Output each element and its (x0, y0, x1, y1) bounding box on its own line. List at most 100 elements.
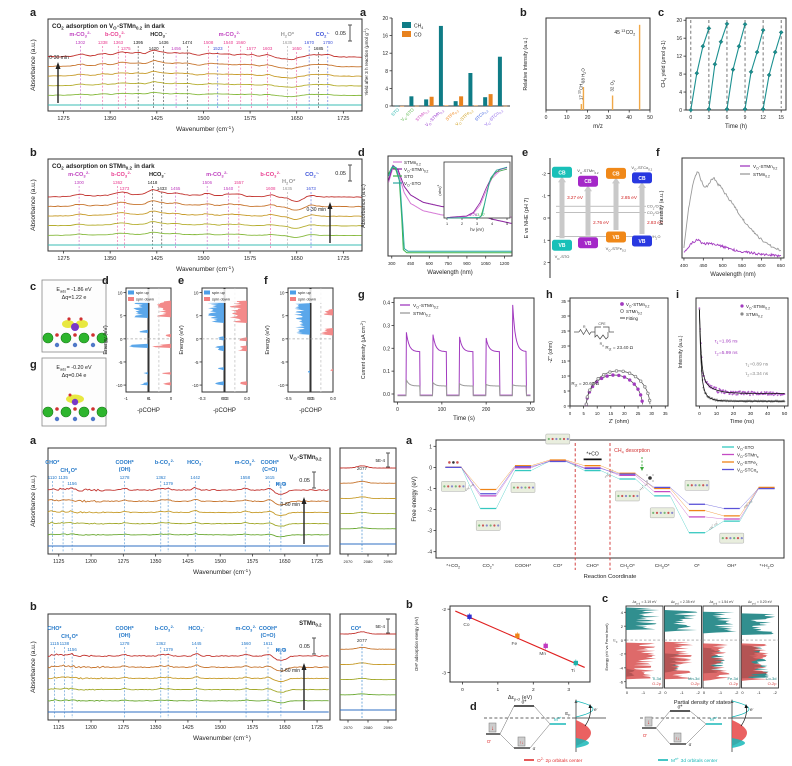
legend-label: VO -STMn0.2 (753, 164, 778, 171)
pcohp-frame (287, 287, 311, 393)
spectrum-curve-2 (47, 687, 329, 693)
inset-atom (555, 437, 558, 441)
y-tick-label: 4 (621, 610, 624, 615)
structure-inset (649, 507, 675, 519)
y-axis-label: Energy (eV) (103, 325, 109, 355)
data-point (772, 49, 778, 55)
x-tick-label: 1575 (247, 725, 259, 731)
data-point (712, 61, 718, 67)
panel-ftir-co2-dark-vo-stmn: a 1275 1350 1425 1500 1575 1650 1725 Wavenumber … (28, 4, 368, 142)
legend-label: STMn0.2 (413, 311, 431, 318)
structure-inset (719, 532, 745, 544)
legend-swatch (290, 297, 296, 301)
panel-pcohp-d: d 10 5 0 -5 -10 Energy (eV) spin up spin down -1 0… (100, 272, 176, 428)
uvvis-curve-3 (388, 165, 512, 252)
legend-marker (620, 302, 624, 306)
y-tick-label: 0 (543, 216, 546, 222)
species-label: CH3 O* (61, 634, 79, 641)
x-axis-label: Wavelength (nm) (710, 272, 755, 278)
inset-atom (493, 524, 496, 527)
x-tick-label: 0 (569, 411, 572, 416)
inset-atom (512, 486, 516, 489)
cb-label: CB (612, 171, 620, 177)
y-axis-label: Absorbance (a.u.) (30, 641, 37, 693)
panel-label-b: b (406, 599, 413, 611)
sr-atom (78, 332, 90, 344)
x-tick-label: 1725 (337, 256, 349, 262)
panel-label-f: f (264, 275, 268, 287)
inset-atom (740, 537, 743, 540)
sr-atom (60, 332, 72, 344)
x-tick-label: 1500 (214, 559, 226, 565)
x-tick-label: 1650 (291, 116, 303, 122)
eis-point (591, 382, 596, 386)
proton-electron-note: +H+ +e- (638, 481, 650, 492)
state-label: *+H2 O (760, 563, 774, 570)
legend-label: VO -STO (737, 445, 754, 452)
mo-d-svg: d σ* O' σ Mn+ ↓ ↑↓ EF e- σ* O' σ Mn+ ↓ ↑↓ e- O2- 2p… (470, 699, 762, 764)
trpl-point (717, 391, 720, 394)
trpl-point (744, 391, 747, 394)
y-tick-label: 0 (621, 638, 624, 643)
cb-box (606, 167, 626, 179)
spectrum-curve-1 (47, 699, 329, 704)
x-tick-label: 3 (708, 115, 711, 121)
eis-point (632, 382, 636, 386)
inset-slab (649, 507, 675, 519)
legend-swatch (128, 297, 134, 301)
y-tick-label: 2 (543, 261, 546, 267)
level-connector (704, 510, 724, 517)
x-tick-label: 500 (719, 263, 727, 269)
level-connector (704, 516, 724, 520)
scalebar-label: 0.05 (299, 478, 310, 484)
y-tick-label: 20 (561, 344, 566, 349)
ti-atom (90, 416, 96, 422)
side-curve-1 (339, 527, 397, 530)
level-connector (461, 467, 481, 509)
legend-label: VO -STFex (737, 460, 758, 467)
x-tick-label: 6 (726, 115, 729, 121)
material-name: VO -STFe0.2 (606, 246, 627, 253)
inset-atom (652, 511, 655, 514)
pcohp-f-svg: f 10 5 0 -5 -10 Energy (eV) spin up spin down -0.… (264, 275, 337, 414)
y-axis-label: OH* adsorption energy (eV) (414, 616, 419, 671)
legend-label: VO -STCox (737, 468, 758, 475)
x-tick-label: 0 (703, 690, 706, 695)
inset-atom (481, 524, 485, 527)
x-tick-label: 1650 (279, 559, 291, 565)
y-tick-label: 16 (676, 36, 682, 42)
y-tick-label: 0 (282, 337, 285, 342)
cb-box (578, 175, 598, 187)
time-range-label: 0-60 min (281, 502, 301, 508)
x-tick-label: 30 (748, 411, 754, 417)
inset-atom (478, 524, 481, 527)
co2-molecule-dot (456, 461, 459, 464)
y-tick-label: -2 (619, 652, 623, 657)
x-tick-label: 1575 (244, 116, 256, 122)
inset-tick-label: 5 (506, 222, 508, 226)
ms-peak-label: 45 13 CO2 (614, 29, 635, 37)
x-tick-label: 600 (757, 263, 765, 269)
fermi-label: EF (565, 711, 570, 718)
element-label: Ti (571, 668, 575, 674)
panel-trpl-decay: i 0 10 20 30 40 50 Time (ns) Intensity (a.u.) VO … (674, 286, 792, 430)
sigma-label: σ (533, 746, 536, 751)
ch4-h-atom (652, 480, 654, 482)
level-connector (565, 460, 585, 469)
trpl-fit-0 (699, 309, 785, 394)
legend-label: spin up (136, 290, 150, 295)
peak-label: 1456 (171, 46, 181, 51)
y-axis-label: CH4 yield (μmol g-1) (661, 40, 668, 88)
spectrum-curve-4 (47, 664, 329, 672)
spectrum-curve-5 (48, 486, 329, 495)
data-point-Co (467, 614, 472, 619)
peak-label: 1673 (306, 186, 316, 191)
eis-point (646, 391, 650, 396)
inset-slab (684, 480, 710, 491)
trpl-point (722, 389, 725, 391)
trpl-point (735, 393, 738, 396)
mn-atom (71, 323, 79, 331)
panel-label-a: a (30, 7, 37, 19)
bar-CO-5 (473, 105, 478, 107)
